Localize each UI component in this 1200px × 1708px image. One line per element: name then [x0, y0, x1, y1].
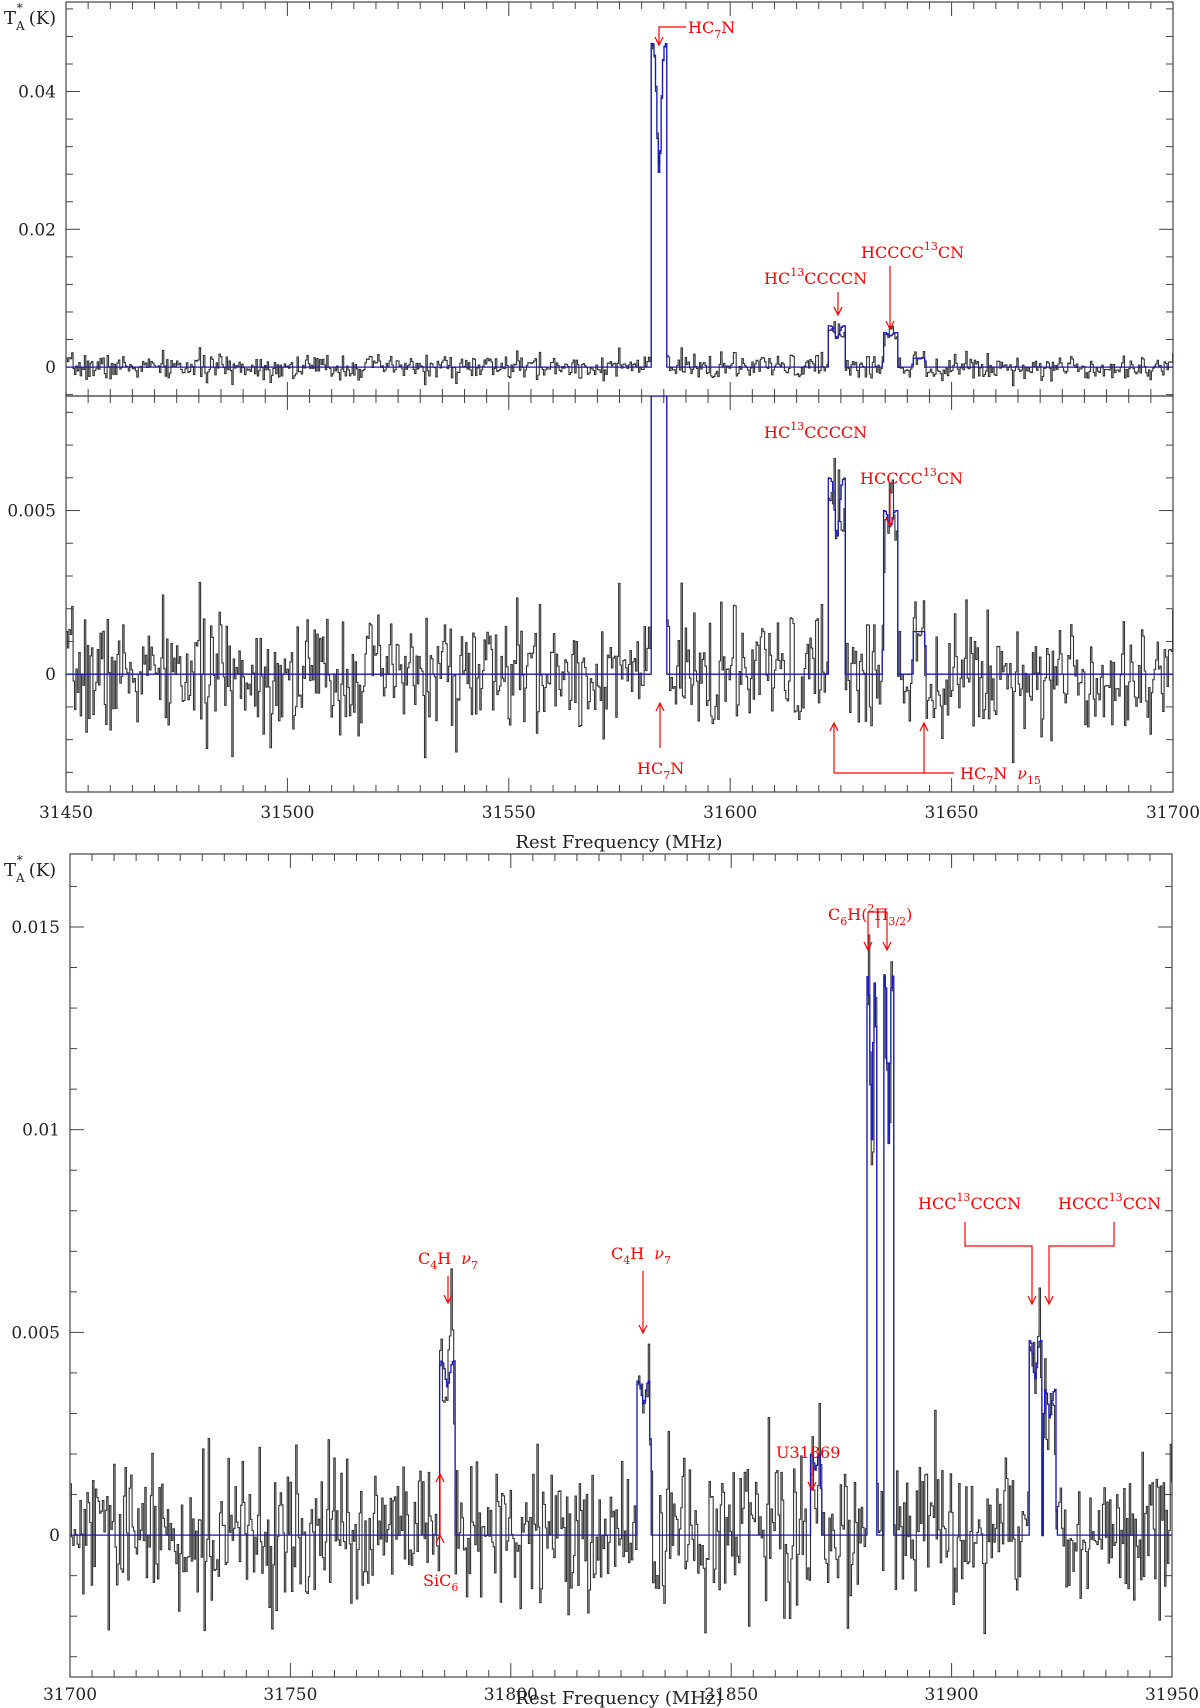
x-tick-label: 31550	[482, 803, 536, 823]
x-tick-label: 31850	[704, 1685, 758, 1705]
p3-annotation-c4h-nu7-a: C4H ν7	[418, 1249, 478, 1305]
p3-hcc13cccn-label: HCC13CCCN	[918, 1191, 1021, 1213]
p3-annotation-c6h: C6H(2Π3/2)	[828, 902, 912, 952]
p2-hc7n-label: HC7N	[637, 759, 684, 782]
x-tick-label: 31800	[484, 1685, 538, 1705]
panel2-plot: 31450 31500 31550 31600 31650 31700 0 0.005	[7, 396, 1200, 823]
p2-annotation-hc7n-nu15: HC7N ν15	[829, 721, 1041, 787]
panel1-plot: 0 0.02 0.04	[18, 2, 1174, 396]
p2-annotation-hc13ccccn: HC13CCCCN	[764, 420, 867, 442]
p1-hcccc13cn-label: HCCCC13CN	[861, 240, 964, 262]
p1-hc13ccccn-label: HC13CCCCN	[764, 266, 867, 288]
panel3-frame	[69, 853, 1173, 1678]
x-tick-label: 31700	[43, 1685, 97, 1705]
p3-c6h-label: C6H(2Π3/2)	[828, 902, 912, 928]
model-fit	[66, 42, 1173, 368]
p1-annotation-hc13ccccn: HC13CCCCN	[764, 266, 867, 317]
panel1-frame	[65, 1, 1174, 397]
x-tick-label: 31750	[263, 1685, 317, 1705]
panel3-plot: 31700 31750 31800 31850 31900 31950 0 0.005 0.01…	[11, 854, 1199, 1705]
p2-hc7n-nu15-label: HC7N ν15	[960, 764, 1041, 787]
p3-annotation-hcc13cccn: HCC13CCCN	[918, 1191, 1037, 1306]
x-tick-label: 31700	[1146, 803, 1200, 823]
x-tick-label: 31600	[703, 803, 757, 823]
p3-hccc13ccn-label: HCCC13CCN	[1058, 1191, 1161, 1213]
p3-annotation-u31869: U31869	[776, 1443, 840, 1492]
y-tick-label: 0	[49, 1526, 60, 1546]
y-tick-label: 0.005	[11, 1323, 60, 1343]
p3-annotation-hccc13ccn: HCCC13CCN	[1044, 1191, 1161, 1306]
p3-c4h-b-label: C4H ν7	[611, 1244, 671, 1267]
p1-hc7n-label: HC7N	[688, 18, 735, 41]
y-tick-label: 0.015	[11, 918, 60, 938]
p1-annotation-hcccc13cn: HCCCC13CN	[861, 240, 964, 331]
model-fit	[70, 975, 1172, 1536]
observed-spectrum	[66, 396, 1173, 764]
y-tick-label: 0.04	[18, 83, 56, 103]
p3-annotation-sic6: SiC6	[423, 1472, 458, 1594]
x-tick-label: 31950	[1145, 1685, 1199, 1705]
panel3-xlabel: Rest Frequency (MHz)	[515, 1688, 722, 1708]
x-tick-label: 31500	[260, 803, 314, 823]
x-tick-label: 31650	[925, 803, 979, 823]
y-tick-label: 0.02	[18, 220, 56, 240]
p2-annotation-hc7n: HC7N	[637, 701, 684, 782]
panel2-xlabel: Rest Frequency (MHz)	[515, 832, 722, 853]
p2-hcccc13cn-label: HCCCC13CN	[860, 466, 963, 488]
y-tick-label: 0	[45, 358, 56, 378]
panel1-ylabel: TA* (K)	[4, 1, 56, 33]
p3-annotation-c4h-nu7-b: C4H ν7	[611, 1244, 671, 1335]
observed-spectrum	[66, 43, 1173, 387]
p3-u31869-label: U31869	[776, 1443, 840, 1462]
y-tick-label: 0.01	[22, 1121, 60, 1141]
y-tick-label: 0	[45, 665, 56, 685]
x-tick-label: 31450	[39, 803, 93, 823]
panel3-ylabel: TA* (K)	[4, 853, 56, 885]
x-tick-label: 31900	[925, 1685, 979, 1705]
p2-hc13ccccn-label: HC13CCCCN	[764, 420, 867, 442]
y-tick-label: 0.005	[7, 502, 56, 522]
p2-annotation-hcccc13cn: HCCCC13CN	[860, 466, 963, 528]
p1-annotation-hc7n: HC7N	[654, 18, 735, 47]
p3-sic6-label: SiC6	[423, 1571, 458, 1594]
model-fit	[66, 396, 1173, 675]
p3-c4h-a-label: C4H ν7	[418, 1249, 478, 1272]
observed-spectrum	[70, 934, 1172, 1635]
